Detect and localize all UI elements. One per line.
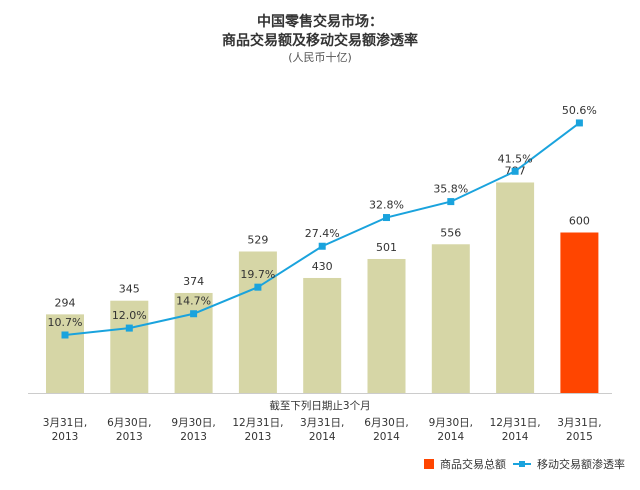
bar-label-4: 430 — [312, 260, 333, 273]
x-tick-label-6-1: 2014 — [437, 431, 464, 443]
x-tick-label-0-0: 3月31日, — [43, 417, 87, 429]
bar-label-1: 345 — [119, 283, 140, 296]
chart-unit: (人民币十亿) — [288, 50, 352, 64]
bar-2 — [174, 292, 213, 393]
bar-8 — [560, 232, 599, 393]
line-point-5 — [383, 214, 390, 222]
x-tick-label-1-0: 6月30日, — [107, 417, 151, 429]
bar-1 — [110, 300, 149, 393]
chart-title-line-2: 商品交易额及移动交易额渗透率 — [222, 32, 418, 49]
line-label-5: 32.8% — [369, 199, 404, 212]
x-axis-ticks: 3月31日, 2013 6月30日, 2013 9月30日, 2013 12月31日, 201… — [43, 417, 602, 443]
line-point-7 — [511, 167, 519, 175]
bar-series — [46, 182, 599, 393]
line-point-8 — [575, 119, 583, 127]
line-label-4: 27.4% — [305, 227, 340, 240]
line-label-7: 41.5% — [498, 152, 533, 165]
bar-3 — [238, 251, 277, 393]
x-tick-label-4-1: 2014 — [309, 431, 336, 443]
line-labels: 10.7% 12.0% 14.7% 19.7% 27.4% 32.8% 35.8% 41.5%… — [48, 104, 597, 329]
legend-label-line: 移动交易额渗透率 — [537, 457, 625, 471]
bar-label-8: 600 — [569, 215, 590, 228]
bar-label-6: 556 — [440, 226, 461, 239]
x-tick-label-6-0: 9月30日, — [429, 417, 473, 429]
bar-6 — [431, 244, 470, 393]
line-point-3 — [254, 283, 262, 291]
x-tick-label-8-0: 3月31日, — [557, 417, 601, 429]
x-tick-label-3-1: 2013 — [245, 431, 272, 443]
x-tick-label-2-1: 2013 — [180, 431, 207, 443]
legend-swatch-line-marker — [519, 461, 525, 467]
line-point-4 — [318, 242, 326, 250]
bar-label-5: 501 — [376, 241, 397, 254]
legend-label-bar: 商品交易总额 — [440, 457, 506, 471]
line-label-8: 50.6% — [562, 104, 597, 117]
x-tick-label-3-0: 12月31日, — [232, 417, 283, 429]
line-point-0 — [61, 331, 69, 339]
x-tick-label-5-0: 6月30日, — [364, 417, 408, 429]
bar-5 — [367, 258, 406, 393]
line-label-0: 10.7% — [48, 316, 83, 329]
x-axis-label: 截至下列日期止3个月 — [269, 399, 370, 412]
line-point-2 — [190, 310, 198, 318]
x-tick-label-2-0: 9月30日, — [171, 417, 215, 429]
legend: 商品交易总额 移动交易额渗透率 — [424, 457, 625, 471]
x-tick-label-7-0: 12月31日, — [490, 417, 541, 429]
line-label-1: 12.0% — [112, 309, 147, 322]
line-point-1 — [125, 324, 133, 332]
bar-label-0: 294 — [55, 296, 76, 309]
x-tick-label-4-0: 3月31日, — [300, 417, 344, 429]
line-label-3: 19.7% — [240, 268, 275, 281]
bar-label-2: 374 — [183, 275, 204, 288]
bar-7 — [496, 182, 535, 393]
x-tick-label-1-1: 2013 — [116, 431, 143, 443]
legend-swatch-bar — [424, 459, 434, 469]
x-tick-label-5-1: 2014 — [373, 431, 400, 443]
line-series — [61, 119, 583, 339]
x-tick-label-8-1: 2015 — [566, 431, 593, 443]
line-label-2: 14.7% — [176, 295, 211, 308]
x-tick-label-7-1: 2014 — [502, 431, 529, 443]
bar-0 — [46, 314, 84, 393]
line-point-6 — [447, 198, 455, 206]
bar-4 — [303, 277, 342, 393]
line-label-6: 35.8% — [433, 183, 468, 196]
x-tick-label-0-1: 2013 — [52, 431, 79, 443]
chart-title-line-1: 中国零售交易市场： — [257, 13, 383, 30]
bar-label-3: 529 — [247, 233, 268, 246]
